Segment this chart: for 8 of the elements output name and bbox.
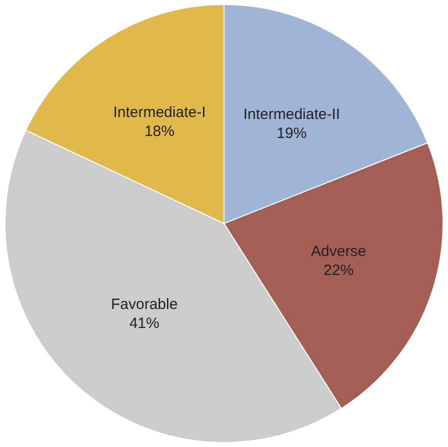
data-label: 41% [129,314,160,332]
slice-label: Favorable [110,296,178,313]
data-label: 19% [276,125,307,142]
data-label: 22% [324,262,354,279]
data-label: 18% [144,122,174,140]
slice-label: Intermediate-II [243,106,340,124]
slice-label: Intermediate-I [113,104,206,121]
slice-label: Adverse [311,242,366,260]
